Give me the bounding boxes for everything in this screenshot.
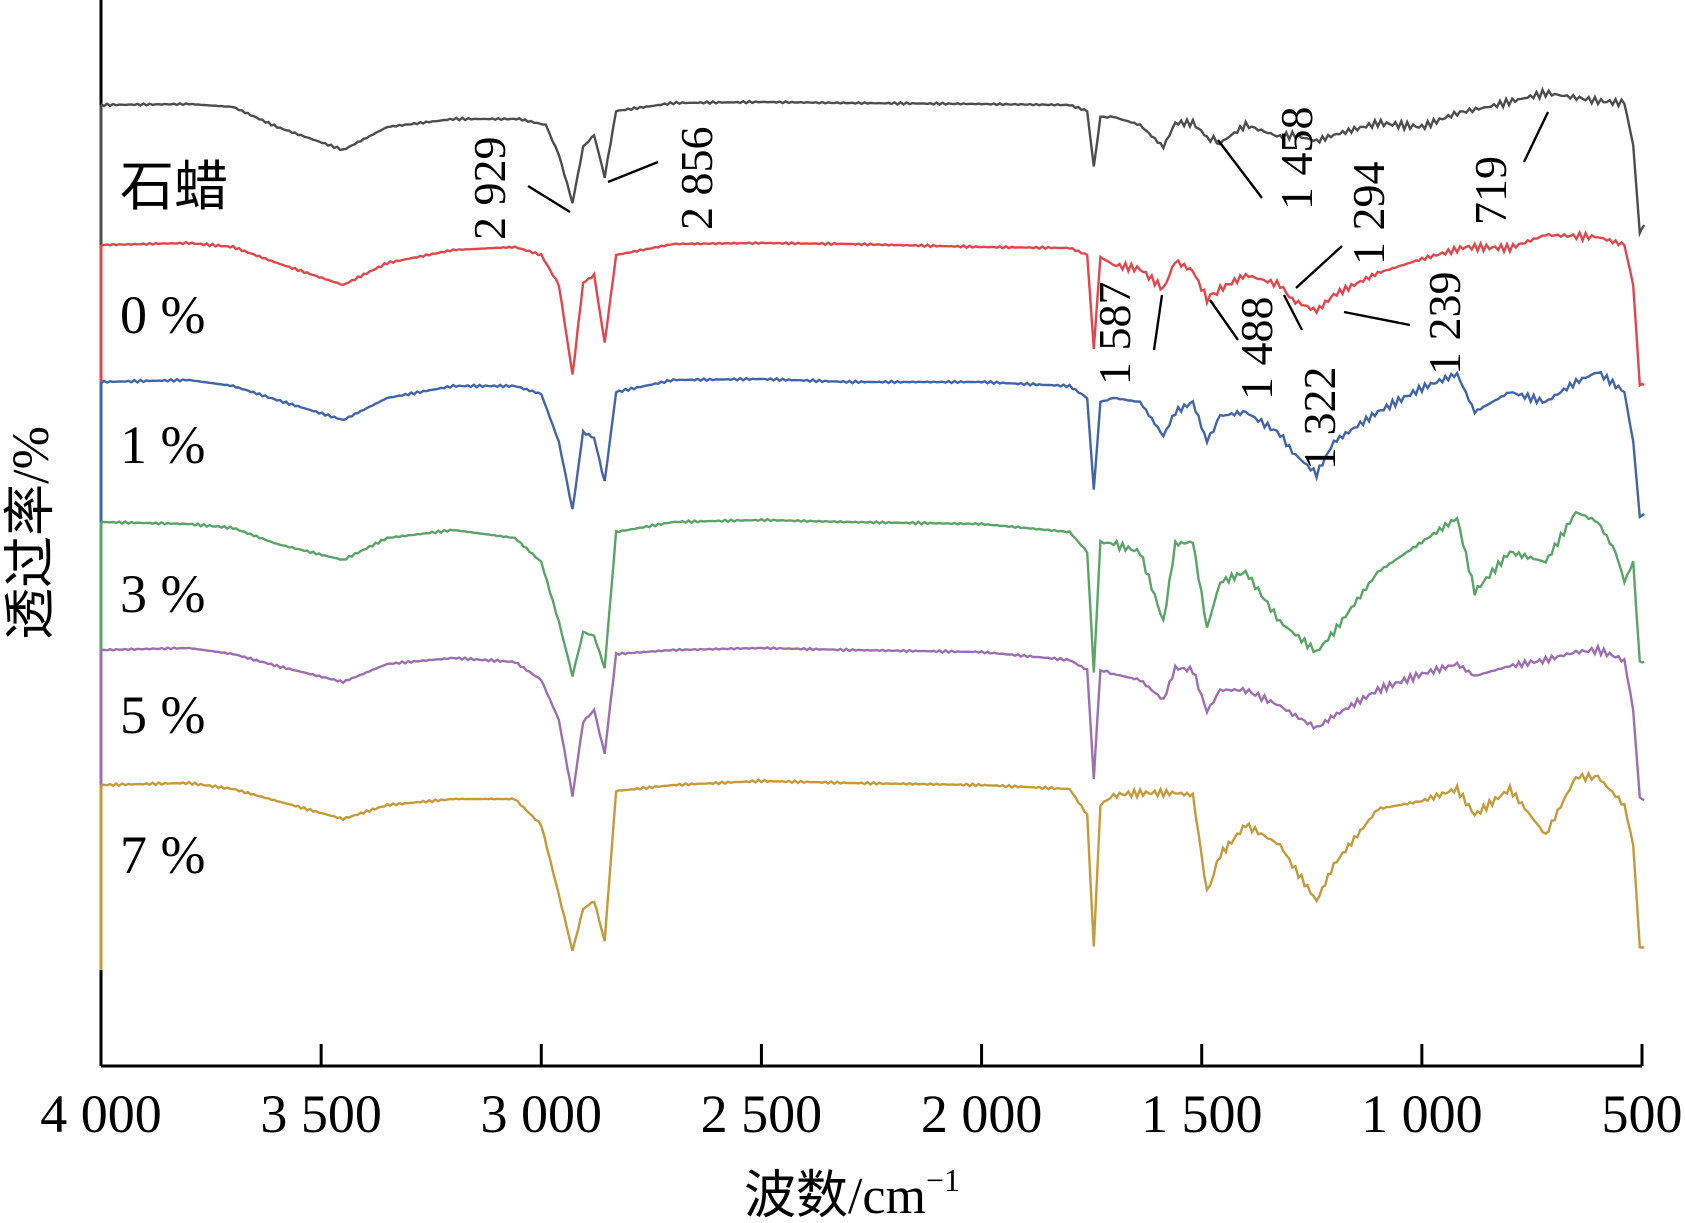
annotation-leader [527,184,571,214]
series-label: 0 % [120,285,205,345]
x-ticks: 4 000 3 500 3 000 2 500 2 000 1 500 1 000 500 [40,1044,1683,1144]
axes [99,0,1642,1068]
annotation-leader [1152,294,1164,351]
series-label: 7 % [120,825,205,885]
annotation-label: 2 856 [671,127,722,231]
x-axis-title: 波数/cm−1 [744,1162,960,1223]
series-label: 5 % [120,685,205,745]
y-axis-title: 透过率/% [3,426,60,640]
x-tick-label: 1 500 [1141,1084,1263,1144]
annotation-label: 1 294 [1343,162,1394,266]
annotation-leader [1522,111,1550,163]
annotation-label: 1 322 [1294,367,1345,471]
x-tick-label: 1 000 [1361,1084,1483,1144]
x-tick-label: 3 000 [481,1084,603,1144]
annotation-leader [1282,294,1304,331]
annotation-label: 719 [1465,156,1516,225]
annotation-label: 1 458 [1271,107,1322,211]
series-line-1 [100,229,1645,388]
annotation-label: 1 488 [1231,297,1282,401]
series-line-5 [100,770,1645,952]
x-tick-label: 2 000 [921,1084,1043,1144]
annotation-leader [1217,139,1263,199]
annotation-label: 1 587 [1089,282,1140,386]
x-tick-label: 500 [1602,1084,1683,1144]
x-tick-label: 3 500 [260,1084,382,1144]
series-line-3 [100,510,1645,677]
annotation-leader [1343,310,1411,327]
x-tick-label: 4 000 [40,1084,162,1144]
series-label: 石蜡 [120,157,228,217]
x-tick-label: 2 500 [701,1084,823,1144]
annotation-leader [1295,245,1343,289]
series-line-0 [100,86,1646,238]
x-axis-unit-exponent: −1 [926,1162,960,1198]
series-label: 3 % [120,564,205,624]
annotation-label: 1 239 [1419,272,1470,376]
annotation-leader [1209,299,1239,341]
series-label: 1 % [120,415,205,475]
series-layer: 石蜡 0 % 1 % 3 % 5 % 7 % [99,86,1646,970]
annotation-label: 2 929 [464,137,515,241]
series-line-4 [100,642,1645,802]
series-line-2 [100,370,1645,519]
annotation-leader [607,160,659,184]
